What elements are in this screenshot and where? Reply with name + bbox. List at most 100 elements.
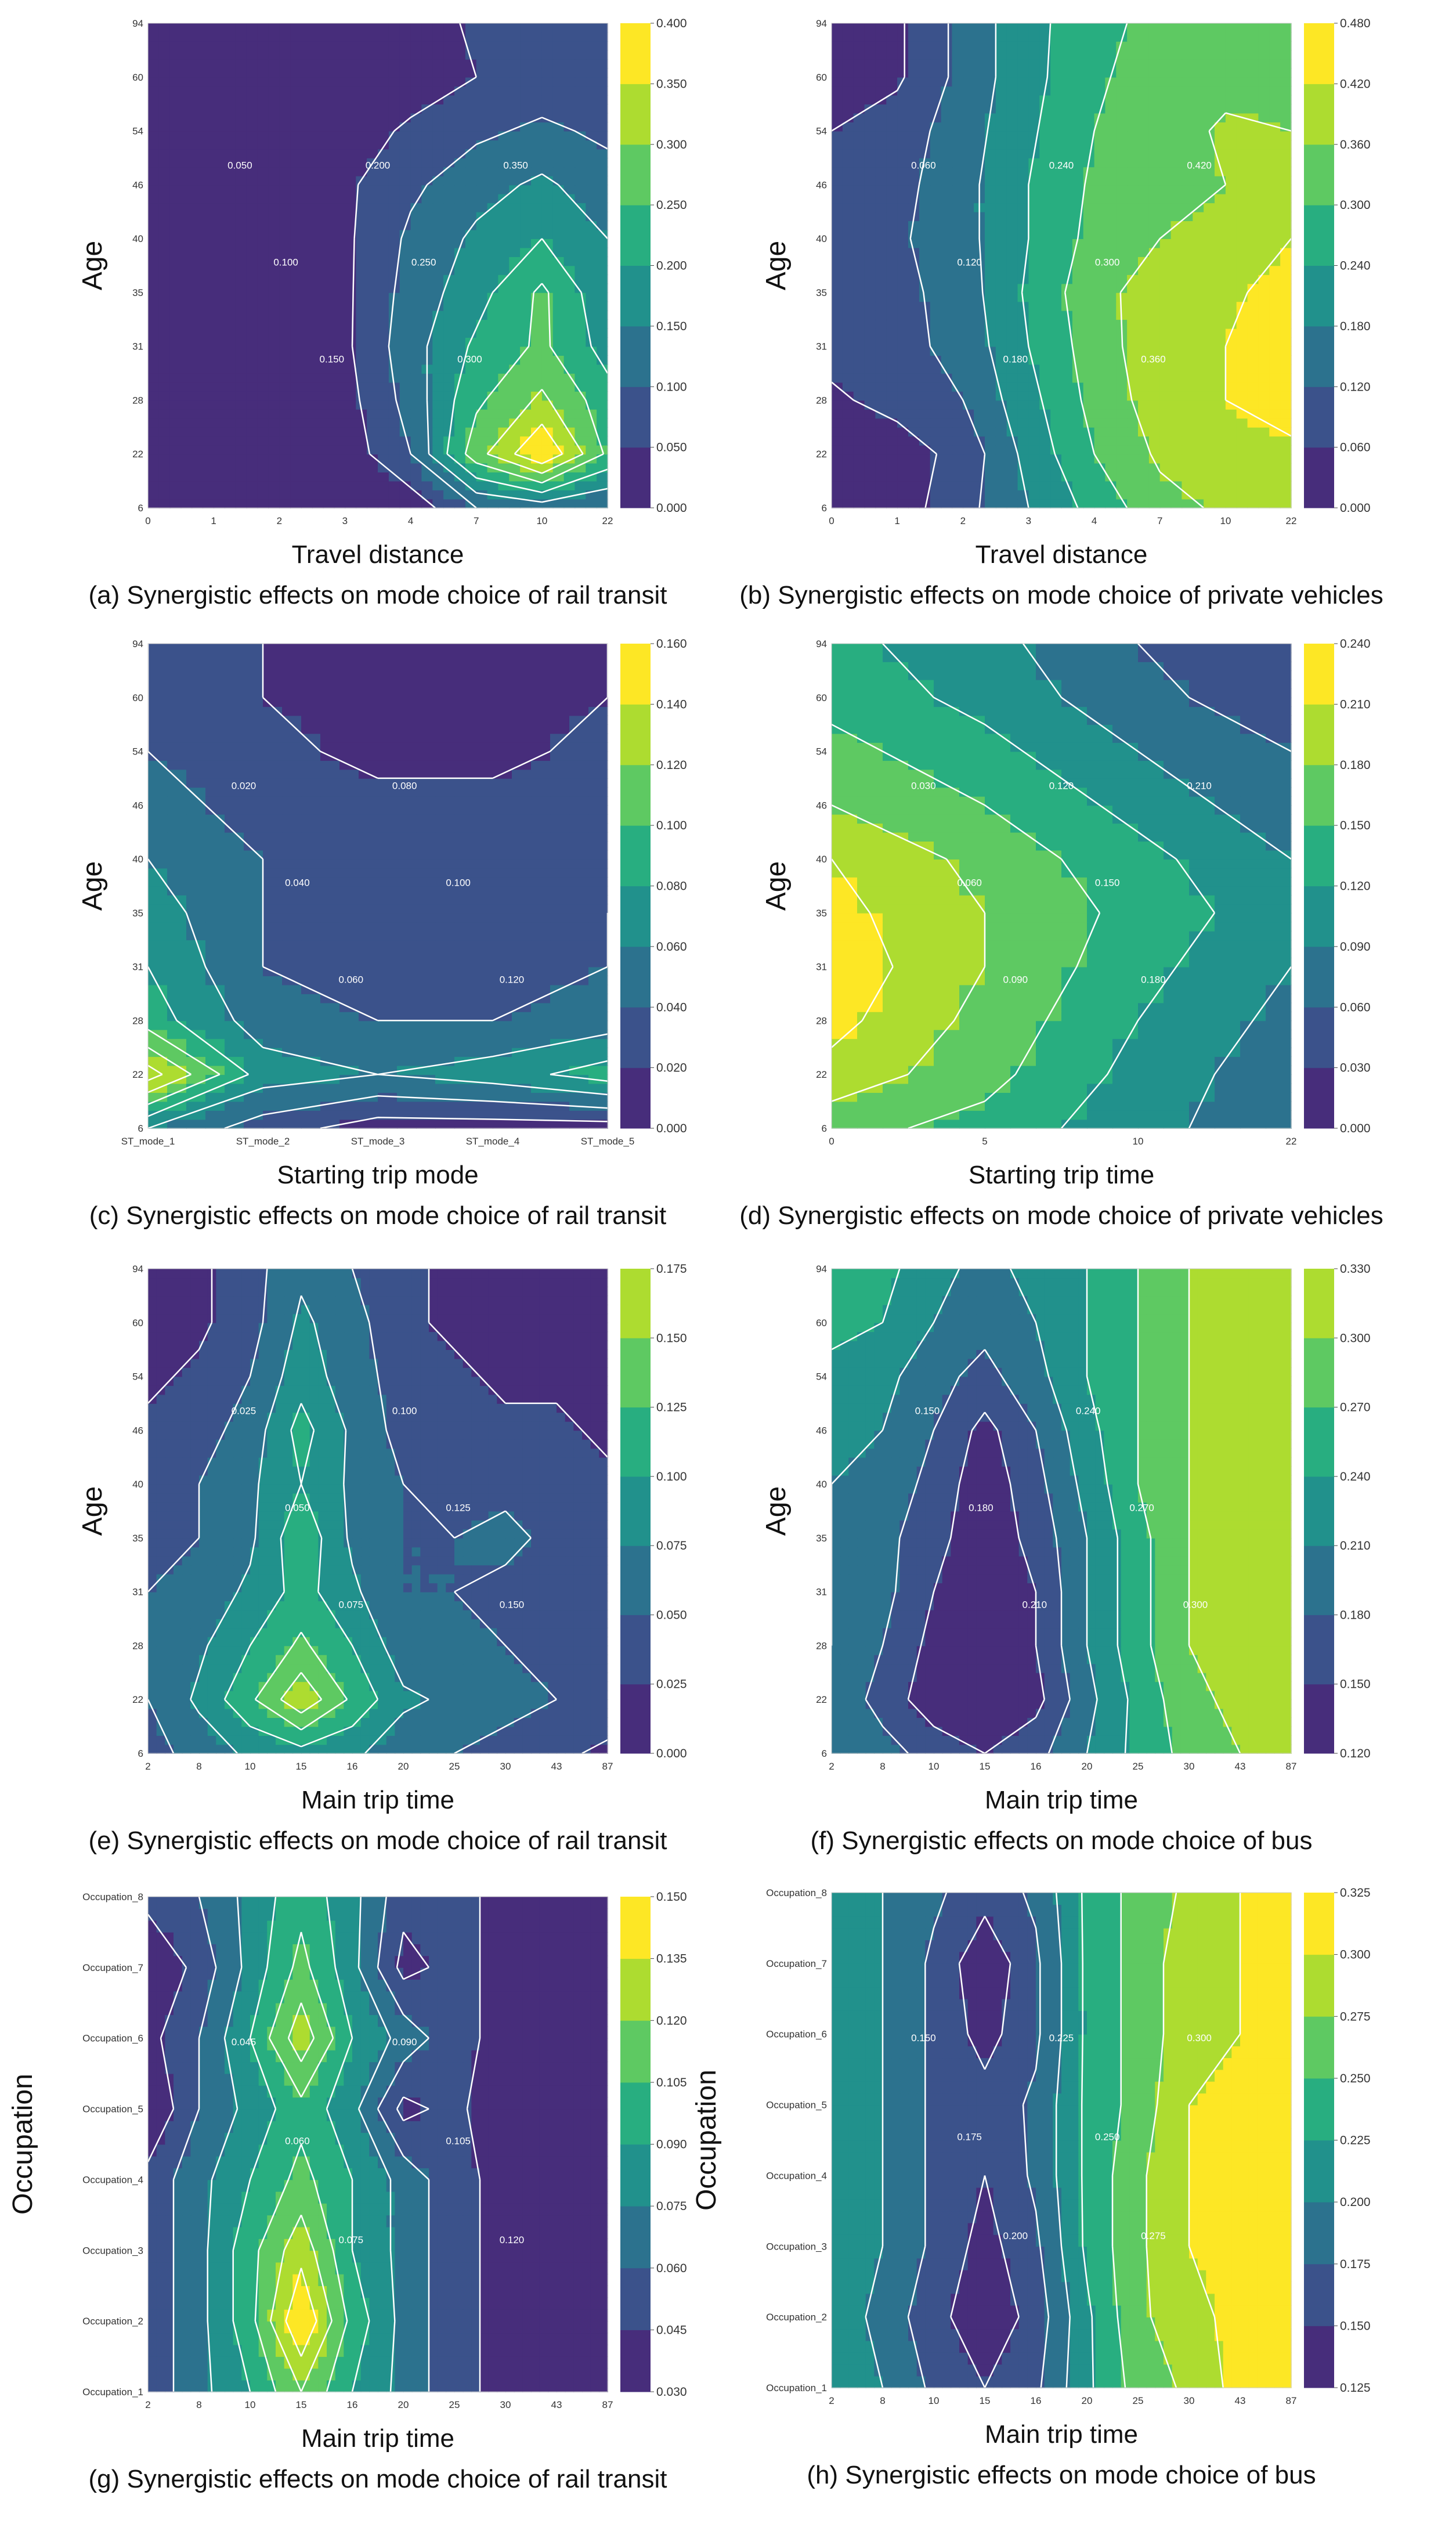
contour-cell	[875, 499, 887, 508]
contour-cell	[214, 175, 225, 186]
contour-cell	[345, 445, 357, 455]
contour-cell	[323, 346, 335, 356]
contour-cell	[474, 1029, 493, 1039]
contour-cell	[563, 41, 576, 51]
contour-cell	[597, 283, 608, 293]
contour-cell	[941, 382, 953, 392]
contour-cell	[864, 310, 876, 320]
contour-cell	[1258, 337, 1270, 347]
contour-cell	[180, 373, 193, 383]
contour-cell	[148, 131, 160, 140]
contour-cell	[1247, 445, 1259, 455]
contour-cell	[1028, 319, 1040, 329]
contour-cell	[1006, 32, 1018, 42]
contour-cell	[334, 229, 346, 239]
x-tick-label: 10	[536, 515, 547, 526]
contour-cell	[1050, 86, 1062, 96]
contour-cell	[897, 409, 909, 419]
contour-cell	[345, 427, 357, 437]
contour-cell	[192, 481, 204, 490]
contour-cell	[597, 131, 608, 140]
contour-cell	[487, 149, 499, 158]
contour-cell	[842, 167, 854, 176]
contour-cell	[1006, 211, 1018, 221]
contour-cell	[1204, 310, 1215, 320]
contour-cell	[334, 283, 346, 293]
contour-cell	[1269, 427, 1281, 437]
contour-cell	[312, 499, 324, 508]
contour-cell	[454, 328, 466, 338]
contour-cell	[225, 140, 236, 150]
contour-cell	[908, 149, 920, 158]
contour-cell	[301, 239, 313, 248]
contour-cell	[1138, 211, 1150, 221]
contour-cell	[312, 382, 324, 392]
contour-cell	[432, 59, 444, 69]
contour-cell	[498, 239, 510, 248]
contour-cell	[930, 310, 942, 320]
contour-cell	[1083, 50, 1095, 60]
contour-cell	[897, 328, 909, 338]
contour-cell	[864, 23, 876, 33]
contour-cell	[1148, 436, 1161, 446]
contour-cell	[443, 373, 455, 383]
contour-cell	[1215, 319, 1226, 329]
contour-cell	[235, 167, 247, 176]
contour-cell	[853, 346, 865, 356]
contour-cell	[498, 364, 510, 374]
contour-cell	[244, 1056, 263, 1066]
contour-cell	[367, 95, 378, 104]
contour-cell	[203, 355, 214, 365]
contour-cell	[853, 265, 865, 275]
contour-cell	[312, 319, 324, 329]
contour-cell	[148, 463, 160, 472]
contour-cell	[995, 175, 1007, 186]
contour-cell	[203, 239, 214, 248]
contour-cell	[312, 445, 324, 455]
contour-cell	[1028, 157, 1040, 168]
contour-cell	[1225, 32, 1237, 42]
contour-cell	[1193, 463, 1204, 472]
contour-cell	[312, 122, 324, 132]
contour-cell	[356, 310, 367, 320]
contour-cell	[832, 418, 843, 428]
contour-cell	[963, 175, 974, 186]
contour-cell	[563, 275, 576, 284]
contour-cell	[864, 140, 876, 150]
contour-cell	[1170, 364, 1183, 374]
contour-cell	[1170, 400, 1183, 410]
contour-cell	[520, 355, 532, 365]
contour-cell	[312, 68, 324, 78]
contour-cell	[995, 436, 1007, 446]
contour-cell	[487, 319, 499, 329]
contour-cell	[842, 490, 854, 500]
contour-cell	[246, 283, 258, 293]
contour-cell	[246, 23, 258, 33]
contour-cell	[339, 1047, 359, 1057]
contour-cell	[367, 68, 378, 78]
contour-cell	[257, 122, 269, 132]
contour-cell	[1138, 382, 1150, 392]
contour-cell	[257, 409, 269, 419]
contour-cell	[487, 310, 499, 320]
contour-cell	[192, 221, 204, 230]
contour-cell	[1138, 157, 1150, 168]
contour-cell	[378, 275, 389, 284]
contour-cell	[432, 418, 444, 428]
contour-cell	[1148, 481, 1161, 490]
contour-cell	[279, 59, 291, 69]
contour-cell	[169, 436, 182, 446]
contour-cell	[1138, 32, 1150, 42]
contour-cell	[225, 328, 236, 338]
contour-cell	[1225, 409, 1237, 419]
contour-cell	[520, 68, 532, 78]
contour-cell	[432, 436, 444, 446]
contour-cell	[169, 418, 182, 428]
contour-cell	[214, 185, 225, 194]
contour-cell	[1072, 436, 1084, 446]
contour-cell	[158, 239, 171, 248]
contour-cell	[290, 391, 302, 401]
contour-cell	[930, 175, 942, 186]
contour-cell	[454, 301, 466, 311]
contour-cell	[842, 283, 854, 293]
